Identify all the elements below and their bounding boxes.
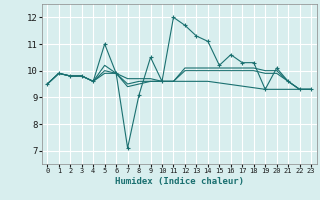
- X-axis label: Humidex (Indice chaleur): Humidex (Indice chaleur): [115, 177, 244, 186]
